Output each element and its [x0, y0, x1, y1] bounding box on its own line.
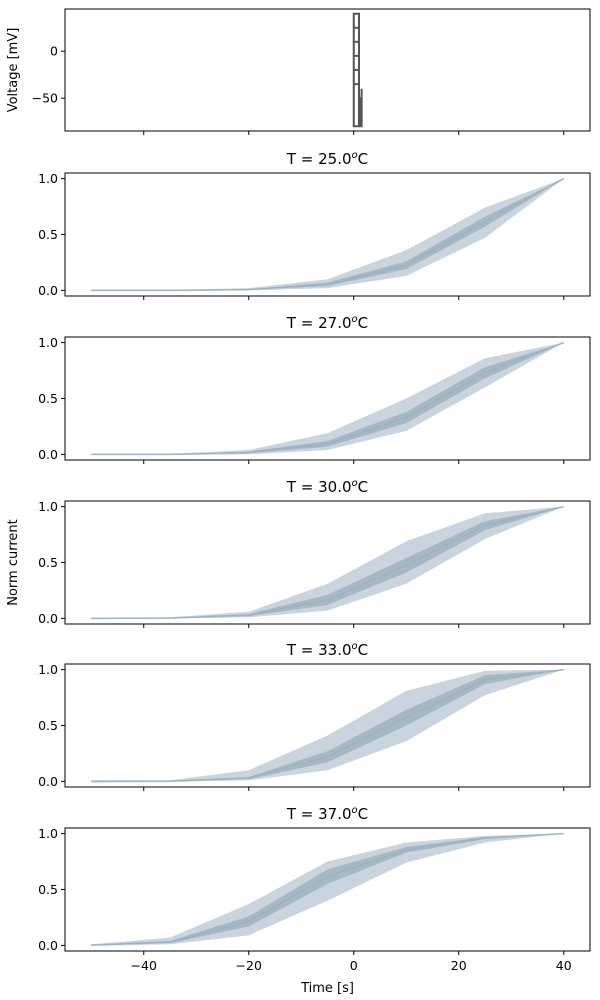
outer-band-t25: [91, 178, 564, 291]
ytick-label: 0: [50, 44, 58, 59]
ytick-label: 1.0: [38, 171, 58, 186]
ytick-label: 0.0: [38, 611, 58, 626]
panel-title: T = 27.0oC: [286, 314, 368, 332]
ytick-label: 1.0: [38, 826, 58, 841]
panel-title: T = 37.0oC: [286, 805, 368, 823]
panel-title-main: T = 25.0: [286, 150, 352, 168]
center-line-t37: [91, 832, 564, 946]
ytick-label: 0.5: [38, 227, 58, 242]
panel-title: T = 33.0oC: [286, 641, 368, 659]
ytick-label: 1.0: [38, 335, 58, 350]
panel-title-main: T = 30.0: [286, 478, 352, 496]
chart-panel-t30: 0.0 0.5 1.0 T = 30.0oC Norm current: [6, 478, 591, 628]
chart-panel-t37: 0.0 0.5 1.0 −40 −20 0 20 40 T = 37.0oC Time [s]: [38, 805, 591, 996]
ytick-label: 0.0: [38, 938, 58, 953]
voltage-trace: [352, 12, 363, 128]
panel-title-unit: C: [358, 314, 368, 332]
ytick-label: 0.5: [38, 718, 58, 733]
xtick-label: −40: [131, 958, 157, 973]
outer-band-t37: [91, 833, 564, 946]
xtick-label: −20: [236, 958, 262, 973]
panel-title-super: o: [352, 641, 358, 652]
panel-title: T = 25.0oC: [286, 150, 368, 168]
center-line-t25: [91, 177, 565, 292]
xtick-label: 0: [350, 958, 358, 973]
panel-title-super: o: [352, 150, 358, 161]
inner-band-t33: [91, 669, 564, 782]
ytick-label: 0.5: [38, 882, 58, 897]
ytick-label: 1.0: [38, 499, 58, 514]
ytick-label: 0.5: [38, 555, 58, 570]
chart-panel-t27: 0.0 0.5 1.0 T = 27.0oC: [38, 314, 591, 464]
center-line-t30: [91, 505, 564, 620]
xtick-label: 20: [451, 958, 467, 973]
panel-title-super: o: [352, 805, 358, 816]
panel-title-unit: C: [358, 150, 368, 168]
panel-title-unit: C: [358, 641, 368, 659]
outer-band-t30: [91, 506, 564, 619]
ylabel: Norm current: [6, 519, 21, 606]
panel-title-super: o: [352, 478, 358, 489]
outer-band-t27: [91, 342, 564, 455]
panel-title-main: T = 27.0: [286, 314, 352, 332]
panel-title-main: T = 37.0: [286, 805, 352, 823]
panel-title-main: T = 33.0: [286, 641, 352, 659]
ylabel: Voltage [mV]: [6, 28, 21, 113]
outer-band-t33: [91, 669, 564, 783]
ytick-label: 0.5: [38, 391, 58, 406]
inner-band-t25: [91, 178, 564, 291]
center-line-t33: [91, 668, 564, 783]
chart-panel-t25: 0.0 0.5 1.0 T = 25.0oC: [38, 150, 591, 300]
panel-title-unit: C: [358, 478, 368, 496]
xlabel: Time [s]: [300, 981, 354, 996]
panel-title-unit: C: [358, 805, 368, 823]
center-line-t27: [91, 341, 565, 456]
ytick-label: 0.0: [38, 774, 58, 789]
ytick-label: 1.0: [38, 662, 58, 677]
panel-title: T = 30.0oC: [286, 478, 368, 496]
ytick-label: 0.0: [38, 447, 58, 462]
chart-panel-voltage: 0 −50 Voltage [mV]: [6, 8, 591, 135]
panel-title-super: o: [352, 314, 358, 325]
axes-frame-t25: [64, 172, 591, 297]
chart-panel-t33: 0.0 0.5 1.0 T = 33.0oC: [38, 641, 591, 791]
ytick-label: 0.0: [38, 283, 58, 298]
ytick-label: −50: [32, 91, 58, 106]
xtick-label: 40: [556, 958, 572, 973]
axes-frame-voltage: [64, 8, 591, 132]
